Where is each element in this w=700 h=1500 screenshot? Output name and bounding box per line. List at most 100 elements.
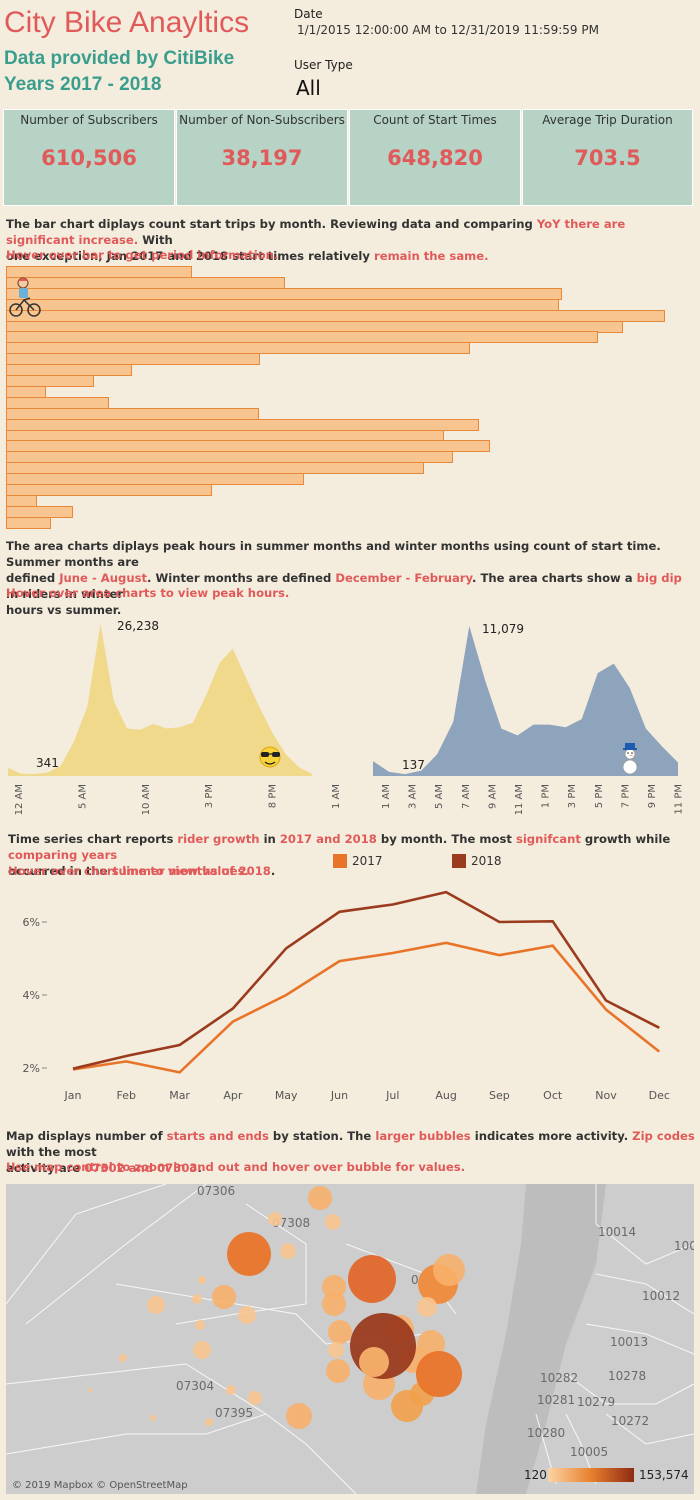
station-bubble[interactable]: [192, 1294, 202, 1304]
summer-area-chart[interactable]: [8, 624, 312, 776]
area-chart-hint: Hover over area charts to view peak hour…: [6, 586, 290, 600]
station-bubble[interactable]: [88, 1388, 92, 1392]
station-bubble[interactable]: [280, 1243, 296, 1259]
snowman-icon: [622, 743, 638, 775]
station-bubble[interactable]: [198, 1276, 206, 1284]
month-bar[interactable]: [6, 375, 94, 387]
zip-label: 10013: [610, 1335, 648, 1349]
station-bubble[interactable]: [328, 1342, 344, 1358]
kpi-value: 648,820: [387, 146, 483, 170]
y-tick-label: 6%: [23, 916, 40, 929]
station-bubbles[interactable]: [88, 1186, 465, 1429]
area-x-tick: 9 AM: [487, 784, 498, 809]
zip-label: 100: [674, 1239, 694, 1253]
cyclist-icon: [9, 277, 41, 317]
map-legend-min: 120: [524, 1468, 547, 1482]
kpi-label: Number of Subscribers: [20, 113, 158, 127]
station-bubble[interactable]: [150, 1415, 156, 1421]
legend-label-2017: 2017: [352, 854, 383, 868]
winter-min-label: 137: [402, 758, 425, 772]
station-bubble[interactable]: [205, 1418, 213, 1426]
station-bubble[interactable]: [248, 1391, 262, 1405]
peak-hours-area-charts[interactable]: 26,238 341 11,079 137 12 AM 5 AM 10 AM 3 PM…: [0, 606, 700, 826]
area-x-tick: 5 PM: [594, 784, 605, 808]
page-title: City Bike Anayltics: [4, 6, 250, 39]
map-description: Map displays number of starts and ends b…: [6, 1129, 695, 1175]
area-x-tick: 8 PM: [268, 784, 279, 808]
month-bar[interactable]: [6, 484, 212, 496]
x-tick-label: Feb: [117, 1089, 136, 1102]
date-filter-value[interactable]: 1/1/2015 12:00:00 AM to 12/31/2019 11:59…: [297, 23, 599, 37]
area-x-tick: 1 AM: [331, 784, 342, 809]
area-x-tick: 1 AM: [381, 784, 392, 809]
station-bubble[interactable]: [433, 1254, 465, 1286]
x-tick-label: Jan: [64, 1089, 82, 1102]
station-bubble[interactable]: [195, 1320, 205, 1330]
legend-swatch-2018: [452, 854, 466, 868]
kpi-subscribers: Number of Subscribers 610,506: [3, 109, 175, 206]
line-series-2017[interactable]: [72, 941, 661, 1074]
x-tick-label: Dec: [649, 1089, 670, 1102]
month-bar[interactable]: [6, 516, 51, 529]
zip-label: 07304: [176, 1379, 214, 1393]
kpi-label: Count of Start Times: [373, 113, 497, 127]
summer-min-label: 341: [36, 756, 59, 770]
monthly-bar-chart[interactable]: [0, 262, 700, 529]
map-hint: Use map control to zoom in and out and h…: [6, 1160, 466, 1174]
sunglasses-face-icon: [259, 746, 281, 768]
line-chart-description: Time series chart reports rider growth i…: [8, 832, 671, 878]
zip-label: 10282: [540, 1371, 578, 1385]
station-bubble[interactable]: [322, 1275, 346, 1299]
station-bubble[interactable]: [238, 1306, 256, 1324]
legend-label-2018: 2018: [471, 854, 502, 868]
station-bubble[interactable]: [147, 1296, 165, 1314]
zip-label: 10005: [570, 1445, 608, 1459]
station-bubble-map[interactable]: 07306 07308 07304 07395 10014 10012 1001…: [6, 1184, 694, 1494]
area-x-tick: 1 PM: [541, 784, 552, 808]
area-series[interactable]: [373, 626, 678, 776]
kpi-value: 703.5: [574, 146, 641, 170]
station-bubble[interactable]: [308, 1186, 332, 1210]
station-bubble[interactable]: [322, 1292, 346, 1316]
map-color-legend: [548, 1468, 634, 1482]
x-tick-label: Jul: [385, 1089, 399, 1102]
rider-growth-line-chart[interactable]: 6% 4% 2% Jan Feb Mar Apr May Jun Jul Aug Sep Oct Nov D…: [0, 880, 700, 1110]
line-series-2018[interactable]: [72, 890, 660, 1070]
station-bubble[interactable]: [193, 1341, 211, 1359]
x-tick-label: Nov: [595, 1089, 617, 1102]
station-bubble[interactable]: [212, 1285, 236, 1309]
zip-label: 10012: [642, 1289, 680, 1303]
winter-area-chart[interactable]: [373, 626, 678, 776]
zip-label: 10279: [577, 1395, 615, 1409]
zip-label: 10014: [598, 1225, 636, 1239]
zip-label: 10281: [537, 1393, 575, 1407]
y-tick-label: 2%: [23, 1062, 40, 1075]
station-bubble[interactable]: [326, 1359, 350, 1383]
usertype-filter-label: User Type: [294, 58, 353, 72]
kpi-non-subscribers: Number of Non-Subscribers 38,197: [176, 109, 348, 206]
station-bubble[interactable]: [325, 1214, 341, 1230]
station-bubble[interactable]: [417, 1297, 437, 1317]
zip-label: 0: [411, 1273, 419, 1287]
area-x-tick: 9 PM: [647, 784, 658, 808]
x-tick-label: Oct: [543, 1089, 563, 1102]
winter-max-label: 11,079: [482, 622, 524, 636]
kpi-avg-trip-duration: Average Trip Duration 703.5: [522, 109, 693, 206]
station-bubble[interactable]: [286, 1403, 312, 1429]
y-tick-label: 4%: [23, 989, 40, 1002]
station-bubble[interactable]: [359, 1347, 389, 1377]
station-bubble[interactable]: [416, 1351, 462, 1397]
station-bubble[interactable]: [348, 1255, 396, 1303]
area-x-tick: 3 PM: [567, 784, 578, 808]
station-bubble[interactable]: [227, 1232, 271, 1276]
station-bubble[interactable]: [328, 1320, 352, 1344]
usertype-filter-value[interactable]: All: [296, 76, 321, 100]
area-chart-description: The area charts diplays peak hours in su…: [6, 539, 682, 617]
month-bar[interactable]: [6, 353, 260, 366]
station-bubble[interactable]: [268, 1212, 282, 1226]
area-x-tick: 12 AM: [14, 784, 25, 815]
station-bubble[interactable]: [119, 1354, 127, 1362]
area-series[interactable]: [8, 624, 312, 776]
legend-swatch-2017: [333, 854, 347, 868]
station-bubble[interactable]: [226, 1385, 236, 1395]
